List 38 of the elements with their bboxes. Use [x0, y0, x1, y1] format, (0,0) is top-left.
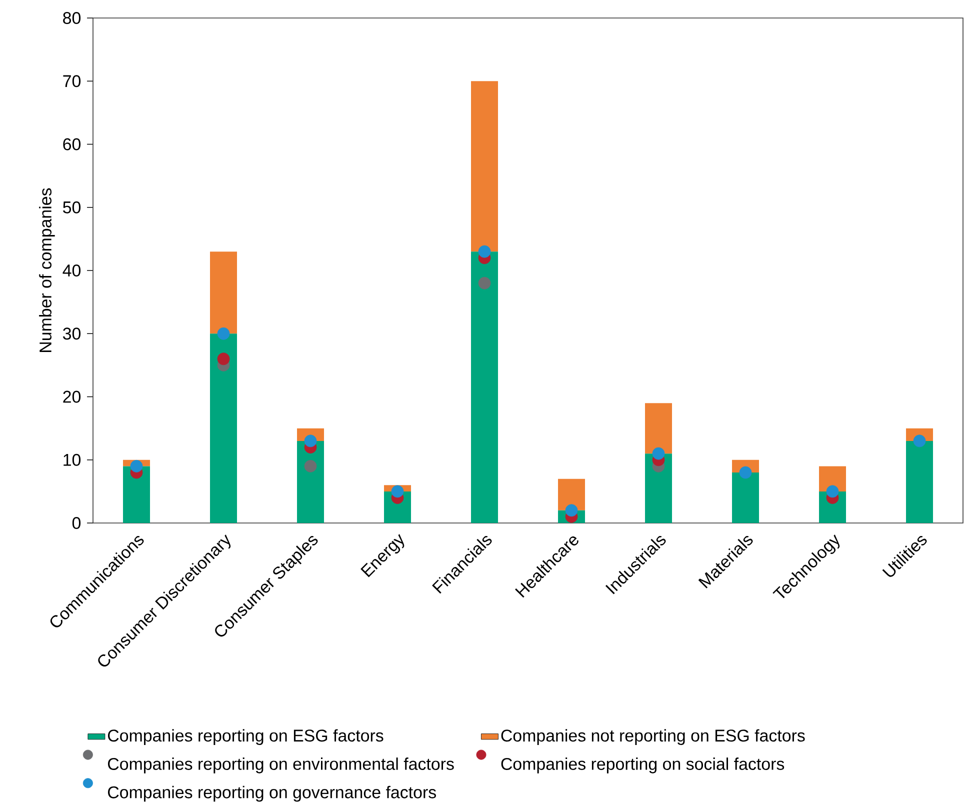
y-tick-label: 0 [72, 517, 81, 529]
legend-label: Companies reporting on ESG factors [108, 729, 384, 745]
legend-label: Companies reporting on governance factors [108, 786, 436, 802]
y-tick-label: 20 [63, 390, 81, 403]
y-tick-label: 50 [63, 201, 81, 214]
point [304, 434, 317, 448]
bar [123, 466, 150, 523]
legend-label: Companies reporting on environmental factors [108, 758, 454, 774]
legend-label: Companies not reporting on ESG factors [501, 729, 805, 745]
y-axis-title: Number of companies [39, 188, 55, 352]
point [304, 460, 317, 472]
legend-label: Companies reporting on social factors [501, 758, 784, 774]
bar [645, 403, 672, 454]
y-tick-label: 60 [63, 138, 81, 150]
y-tick-label: 80 [63, 12, 81, 24]
bar [210, 334, 237, 523]
point [652, 447, 665, 460]
y-tick-label: 30 [62, 328, 81, 340]
y-tick-label: 40 [62, 264, 81, 277]
bar [906, 440, 934, 523]
point [478, 245, 491, 258]
point [826, 485, 839, 498]
bar [471, 81, 498, 252]
bar [732, 472, 760, 523]
bar [819, 466, 846, 492]
y-tick-label: 70 [63, 75, 81, 88]
point [130, 460, 143, 472]
bar [210, 252, 237, 334]
point [565, 504, 578, 517]
point [217, 327, 230, 340]
y-tick-label: 10 [64, 454, 81, 466]
point [391, 485, 404, 498]
bar [558, 478, 586, 510]
bar [471, 252, 498, 523]
point [739, 466, 752, 479]
point [478, 276, 491, 290]
point [913, 434, 926, 448]
point [217, 352, 230, 366]
